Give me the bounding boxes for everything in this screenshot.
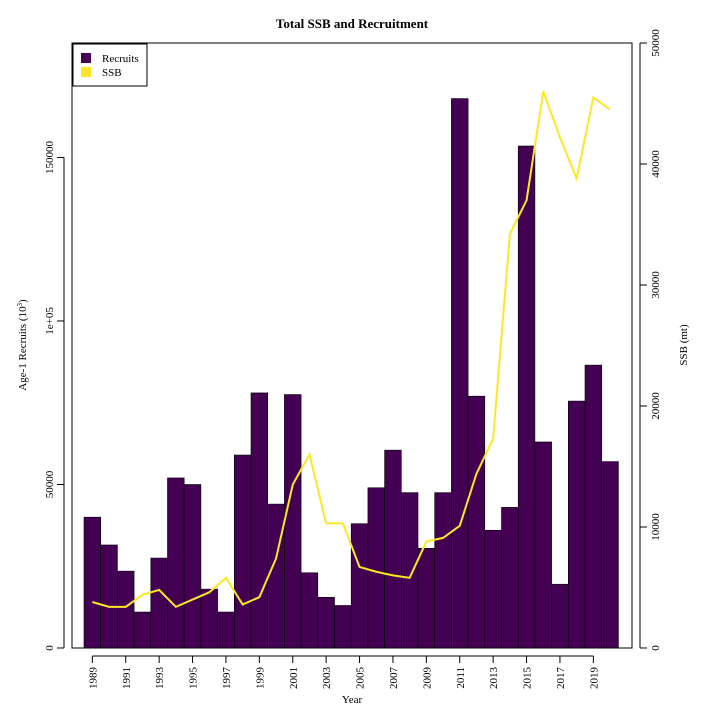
recruits-bar-1992 bbox=[133, 611, 152, 649]
y-axis-label-end: ) bbox=[17, 299, 29, 303]
recruits-bar-2011 bbox=[451, 98, 469, 649]
recruits-bar-1999 bbox=[250, 392, 269, 649]
recruits-bar-2005 bbox=[350, 523, 369, 649]
x-tick-label: 2019 bbox=[588, 667, 600, 690]
recruits-bar-2006 bbox=[367, 487, 385, 649]
x-tick-label: 2003 bbox=[321, 667, 333, 690]
y2-tick-label: 10000 bbox=[650, 513, 662, 541]
y-axis-label-main: Age-1 Recruits (10 bbox=[17, 306, 29, 391]
recruits-bar-2016 bbox=[534, 441, 552, 649]
recruits-bar-1993 bbox=[150, 557, 168, 649]
legend-label-ssb: SSB bbox=[102, 67, 122, 79]
legend-label-recruits: Recruits bbox=[102, 53, 139, 65]
recruits-bar-1996 bbox=[200, 588, 218, 649]
y-axis-label-sup: 3 bbox=[16, 302, 24, 306]
x-tick-label: 1989 bbox=[87, 667, 99, 690]
ssb-line bbox=[92, 91, 611, 609]
recruits-bar-2020 bbox=[601, 461, 619, 649]
recruits-bar-2010 bbox=[434, 492, 452, 649]
x-tick-label: 1999 bbox=[254, 667, 266, 690]
legend-box bbox=[72, 43, 148, 87]
y2-tick-label: 20000 bbox=[650, 392, 662, 420]
recruits-bar-1997 bbox=[217, 611, 235, 649]
recruits-bar-1989 bbox=[83, 516, 102, 649]
x-tick-label: 2001 bbox=[288, 667, 300, 689]
recruits-bar-2008 bbox=[400, 492, 419, 649]
recruits-bar-1990 bbox=[100, 544, 118, 649]
y2-tick-label: 0 bbox=[650, 645, 662, 651]
recruits-bar-2000 bbox=[267, 503, 285, 649]
recruits-bar-2003 bbox=[317, 597, 335, 649]
plot-frame bbox=[71, 42, 633, 649]
x-tick-label: 1995 bbox=[188, 667, 200, 690]
legend: Recruits SSB bbox=[72, 43, 148, 87]
recruits-bar-2001 bbox=[284, 394, 302, 649]
recruits-bar-2004 bbox=[334, 605, 352, 649]
x-tick-label: 2013 bbox=[488, 667, 500, 690]
y2-tick-label: 30000 bbox=[650, 271, 662, 299]
recruits-bar-1994 bbox=[167, 477, 185, 649]
legend-swatch-ssb bbox=[81, 67, 91, 77]
recruits-bar-1995 bbox=[183, 484, 202, 649]
x-axis-label: Year bbox=[342, 694, 363, 706]
recruits-bar-2009 bbox=[417, 547, 436, 649]
x-tick-label: 2007 bbox=[388, 667, 400, 690]
recruits-bar-2014 bbox=[501, 507, 519, 649]
y-tick-label: 0 bbox=[44, 645, 56, 651]
legend-swatch-recruits bbox=[81, 53, 91, 63]
y2-tick-label: 40000 bbox=[650, 150, 662, 178]
x-tick-label: 1991 bbox=[121, 667, 133, 689]
y2-tick-label: 50000 bbox=[650, 29, 662, 57]
recruits-bar-2019 bbox=[584, 364, 603, 649]
y-tick-label: 150000 bbox=[44, 140, 56, 174]
x-tick-label: 1997 bbox=[221, 667, 233, 690]
recruits-bar-2017 bbox=[551, 583, 569, 649]
recruits-bar-1991 bbox=[117, 570, 135, 649]
y2-axis-label: SSB (mt) bbox=[678, 324, 690, 366]
recruits-bar-1998 bbox=[234, 454, 252, 649]
recruits-bar-2018 bbox=[567, 400, 586, 649]
x-tick-label: 2009 bbox=[421, 667, 433, 690]
left-axis: 0 50000 1e+05 150000 bbox=[44, 140, 65, 651]
recruits-bar-2015 bbox=[517, 145, 536, 649]
right-axis: 0 10000 20000 30000 40000 50000 bbox=[639, 29, 662, 651]
y-tick-label: 50000 bbox=[44, 470, 56, 498]
chart-title: Total SSB and Recruitment bbox=[276, 16, 429, 31]
recruits-bar-2012 bbox=[467, 395, 486, 649]
recruits-bars bbox=[83, 98, 619, 649]
x-axis: 1989 1991 1993 1995 1997 1999 2001 2003 2005 2007… bbox=[87, 655, 600, 690]
x-tick-label: 2005 bbox=[355, 667, 367, 690]
x-tick-label: 2011 bbox=[455, 667, 467, 689]
x-tick-label: 2015 bbox=[522, 667, 534, 690]
y-axis-label: Age-1 Recruits (103) bbox=[16, 299, 29, 391]
recruits-bar-2007 bbox=[384, 449, 402, 649]
y-tick-label: 1e+05 bbox=[44, 307, 56, 335]
x-tick-label: 1993 bbox=[154, 667, 166, 690]
x-tick-label: 2017 bbox=[555, 667, 567, 690]
recruits-bar-2013 bbox=[484, 529, 502, 649]
recruits-bar-2002 bbox=[300, 572, 319, 649]
